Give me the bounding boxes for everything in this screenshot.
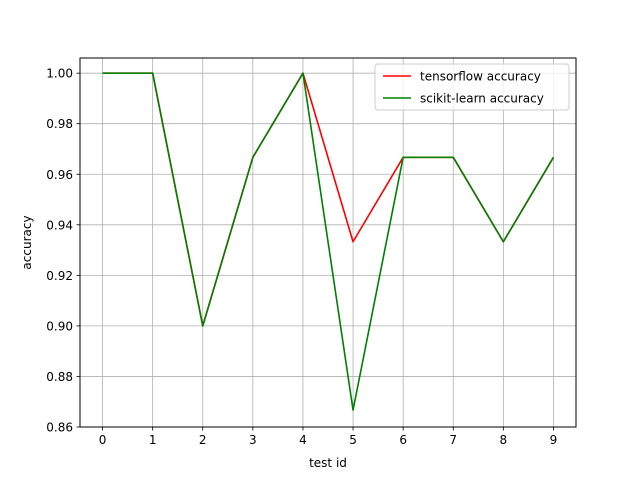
y-tick-label: 0.98 (46, 117, 73, 131)
y-axis-label: accuracy (20, 215, 34, 269)
legend-box (374, 63, 570, 111)
legend-label: tensorflow accuracy (420, 70, 541, 84)
x-axis-label: test id (309, 456, 347, 470)
series-lines (102, 72, 555, 411)
axis-ticks: 0 1 2 3 4 5 6 7 8 9 0.86 0.88 0.90 0.92 0.94 0.96 0.98 1.… (46, 67, 557, 447)
x-tick-label: 7 (449, 433, 457, 447)
x-tick-label: 2 (199, 433, 207, 447)
x-tick-label: 8 (500, 433, 508, 447)
x-tick-label: 1 (149, 433, 157, 447)
y-tick-label: 1.00 (46, 67, 73, 81)
x-tick-label: 4 (299, 433, 307, 447)
x-tick-label: 3 (249, 433, 257, 447)
y-tick-label: 0.92 (46, 269, 73, 283)
legend: tensorflow accuracy scikit-learn accuracy (374, 63, 570, 111)
y-tick-label: 0.88 (46, 370, 73, 384)
x-tick-label: 9 (550, 433, 558, 447)
x-tick-label: 5 (349, 433, 357, 447)
x-tick-label: 0 (99, 433, 107, 447)
y-tick-label: 0.90 (46, 319, 73, 333)
y-tick-label: 0.96 (46, 168, 73, 182)
x-tick-label: 6 (399, 433, 407, 447)
y-tick-label: 0.86 (46, 421, 73, 435)
legend-label: scikit-learn accuracy (420, 92, 544, 106)
y-tick-label: 0.94 (46, 218, 73, 232)
plot-frame (79, 57, 577, 428)
series-line-scikit-learn (102, 72, 555, 411)
